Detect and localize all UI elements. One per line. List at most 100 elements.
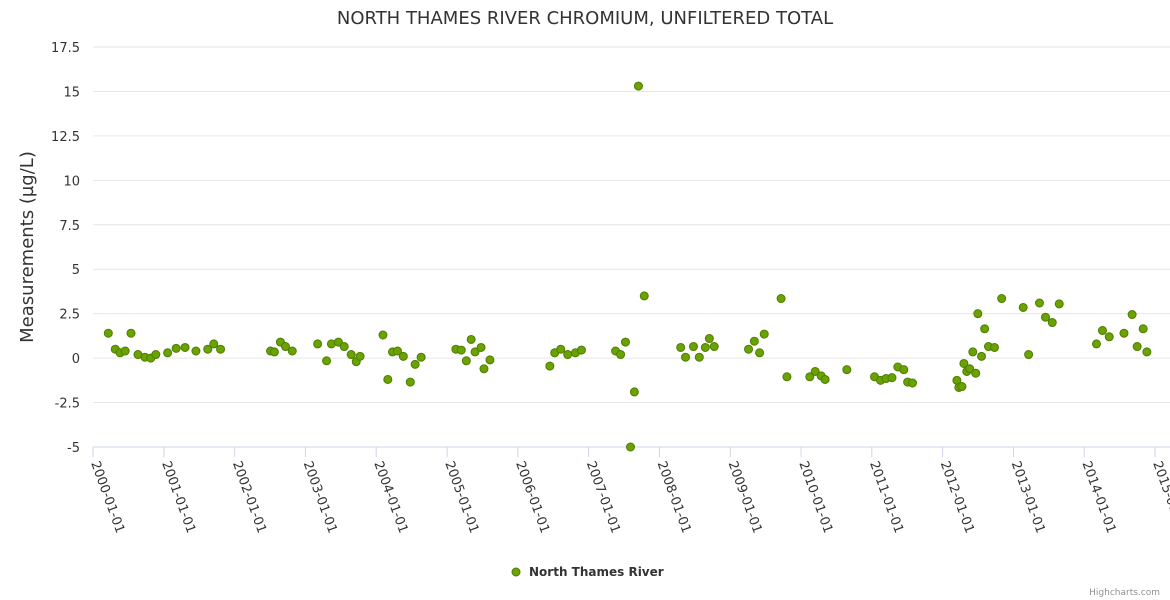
data-point[interactable]: [393, 346, 403, 356]
data-point[interactable]: [977, 351, 987, 361]
data-point[interactable]: [620, 337, 630, 347]
data-point[interactable]: [887, 373, 897, 383]
data-point[interactable]: [1127, 310, 1137, 320]
data-point[interactable]: [1047, 318, 1057, 328]
data-point[interactable]: [576, 345, 586, 355]
credits-link[interactable]: Highcharts.com: [1089, 588, 1160, 598]
data-point[interactable]: [203, 344, 213, 354]
data-point[interactable]: [209, 339, 219, 349]
data-point[interactable]: [171, 343, 181, 353]
data-point[interactable]: [339, 342, 349, 352]
data-point[interactable]: [805, 372, 815, 382]
x-tick-label: 2000-01-01: [87, 459, 127, 535]
data-point[interactable]: [461, 356, 471, 366]
data-point[interactable]: [755, 348, 765, 358]
data-point[interactable]: [355, 351, 365, 361]
data-point[interactable]: [965, 364, 975, 374]
y-tick-label: 17.5: [51, 41, 80, 56]
x-tick-label: 2003-01-01: [300, 459, 340, 535]
data-point[interactable]: [616, 350, 626, 360]
data-point[interactable]: [151, 350, 161, 360]
data-point[interactable]: [688, 342, 698, 352]
data-point[interactable]: [782, 372, 792, 382]
legend[interactable]: North Thames River: [511, 565, 664, 579]
data-point[interactable]: [416, 352, 426, 362]
data-point[interactable]: [1034, 298, 1044, 308]
data-point[interactable]: [456, 345, 466, 355]
data-point[interactable]: [759, 329, 769, 339]
data-point[interactable]: [820, 374, 830, 384]
data-point[interactable]: [971, 368, 981, 378]
data-point[interactable]: [633, 81, 643, 91]
data-point[interactable]: [990, 342, 1000, 352]
data-point[interactable]: [163, 348, 173, 358]
data-point[interactable]: [1024, 350, 1034, 360]
data-point[interactable]: [973, 309, 983, 319]
data-point[interactable]: [1091, 339, 1101, 349]
data-point[interactable]: [959, 358, 969, 368]
data-series-north-thames-river[interactable]: [103, 81, 1152, 452]
data-point[interactable]: [676, 342, 686, 352]
data-point[interactable]: [749, 336, 759, 346]
data-point[interactable]: [1054, 299, 1064, 309]
data-point[interactable]: [681, 352, 691, 362]
data-point[interactable]: [378, 330, 388, 340]
data-point[interactable]: [744, 344, 754, 354]
data-point[interactable]: [313, 339, 323, 349]
data-point[interactable]: [1104, 332, 1114, 342]
legend-item-label[interactable]: North Thames River: [529, 565, 664, 579]
data-point[interactable]: [997, 294, 1007, 304]
data-point[interactable]: [410, 359, 420, 369]
x-tick-label: 2015-01-01: [1149, 459, 1170, 535]
data-point[interactable]: [346, 350, 356, 360]
data-point[interactable]: [980, 324, 990, 334]
data-point[interactable]: [957, 382, 967, 392]
data-point[interactable]: [545, 361, 555, 371]
data-point[interactable]: [629, 387, 639, 397]
data-point[interactable]: [476, 342, 486, 352]
data-point[interactable]: [563, 350, 573, 360]
data-point[interactable]: [700, 342, 710, 352]
data-point[interactable]: [1138, 324, 1148, 334]
data-point[interactable]: [694, 352, 704, 362]
data-point[interactable]: [776, 294, 786, 304]
data-point[interactable]: [103, 328, 113, 338]
data-point[interactable]: [639, 291, 649, 301]
data-point[interactable]: [908, 378, 918, 388]
data-point[interactable]: [398, 351, 408, 361]
data-point[interactable]: [704, 334, 714, 344]
data-point[interactable]: [269, 347, 279, 357]
data-point[interactable]: [126, 328, 136, 338]
data-point[interactable]: [120, 346, 130, 356]
data-point[interactable]: [842, 365, 852, 375]
data-point[interactable]: [280, 342, 290, 352]
data-point[interactable]: [1142, 347, 1152, 357]
data-point[interactable]: [216, 344, 226, 354]
data-point[interactable]: [191, 346, 201, 356]
y-tick-label: 2.5: [59, 308, 80, 323]
data-point[interactable]: [405, 377, 415, 387]
data-point[interactable]: [968, 347, 978, 357]
data-point[interactable]: [1018, 302, 1028, 312]
data-point[interactable]: [556, 344, 566, 354]
data-point[interactable]: [180, 342, 190, 352]
data-point[interactable]: [709, 342, 719, 352]
data-point[interactable]: [1119, 328, 1129, 338]
data-point[interactable]: [333, 337, 343, 347]
data-point[interactable]: [466, 334, 476, 344]
data-point[interactable]: [322, 356, 332, 366]
data-point[interactable]: [625, 442, 635, 452]
x-tick-label: 2009-01-01: [725, 459, 765, 535]
x-tick-label: 2014-01-01: [1078, 459, 1118, 535]
data-point[interactable]: [1132, 342, 1142, 352]
data-point[interactable]: [287, 346, 297, 356]
y-axis-label: Measurements (µg/L): [17, 151, 38, 343]
data-point[interactable]: [899, 365, 909, 375]
data-point[interactable]: [470, 347, 480, 357]
data-point[interactable]: [810, 366, 820, 376]
data-point[interactable]: [1097, 326, 1107, 336]
data-point[interactable]: [479, 364, 489, 374]
data-point[interactable]: [1040, 312, 1050, 322]
data-point[interactable]: [485, 355, 495, 365]
data-point[interactable]: [383, 374, 393, 384]
